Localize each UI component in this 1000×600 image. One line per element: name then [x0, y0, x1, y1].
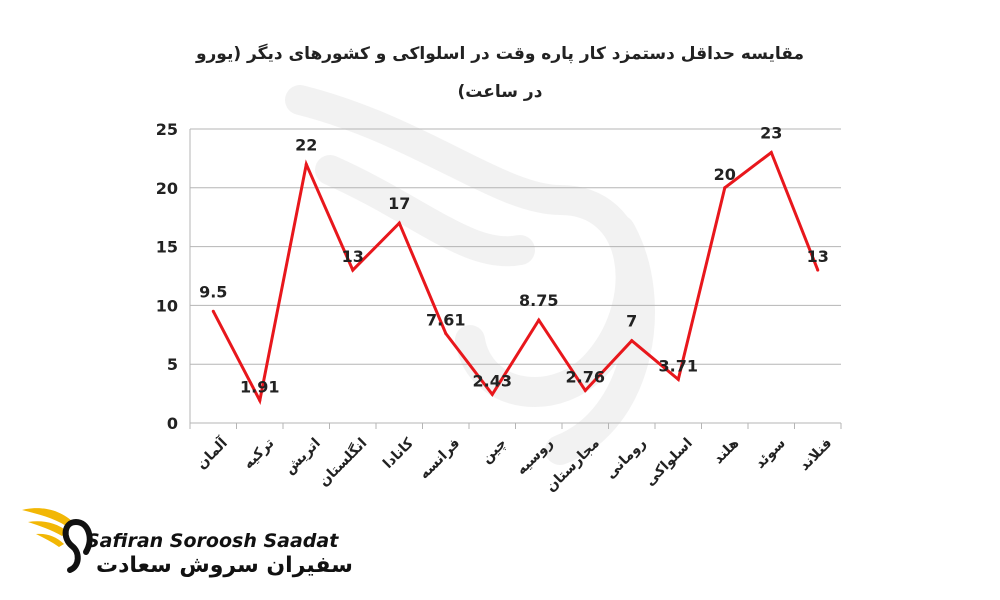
data-point [723, 186, 727, 190]
data-point [211, 309, 215, 313]
x-tick-label: اتریش [282, 435, 324, 477]
x-tick-label: انگلستان [315, 435, 370, 490]
data-label: 13 [807, 247, 829, 266]
brand-name-english: Safiran Soroosh Saadat [86, 530, 339, 552]
data-label: 23 [760, 124, 782, 143]
x-tick-label: فنلاند [797, 435, 836, 474]
data-point [258, 399, 262, 403]
chart-title-line2: در ساعت) [457, 82, 543, 102]
x-tick-label: اسلواکی [642, 435, 696, 489]
series-line [211, 150, 820, 405]
brand-name-persian: سفیران سروش سعادت [96, 553, 353, 578]
data-point [351, 268, 355, 272]
y-tick-label: 15 [156, 238, 178, 257]
y-tick-label: 25 [156, 120, 178, 139]
data-point [676, 377, 680, 381]
data-label: 9.5 [199, 282, 227, 301]
y-tick-label: 20 [156, 179, 178, 198]
data-point [583, 389, 587, 393]
y-tick-label: 10 [156, 296, 178, 315]
x-tick-label: آلمان [192, 433, 231, 472]
data-label: 2.76 [566, 368, 605, 387]
x-tick-label: چین [478, 435, 509, 466]
data-point [397, 221, 401, 225]
data-label: 3.71 [659, 356, 698, 375]
y-tick-label: 0 [167, 414, 178, 433]
data-point [537, 318, 541, 322]
data-label: 1.91 [240, 378, 279, 397]
data-point [769, 151, 773, 155]
data-label: 2.43 [473, 371, 512, 390]
data-point [304, 162, 308, 166]
data-label: 20 [714, 165, 736, 184]
x-tick-label: فرانسه [416, 435, 463, 482]
data-point [444, 332, 448, 336]
data-point [816, 268, 820, 272]
data-point [630, 339, 634, 343]
x-tick-label: سوئد [752, 435, 789, 472]
data-label: 13 [342, 247, 364, 266]
data-label: 22 [295, 135, 317, 154]
x-tick-label: ترکیه [240, 435, 277, 472]
x-tick-label: هلند [710, 435, 742, 467]
data-point [490, 392, 494, 396]
watermark-swan-icon [285, 85, 655, 465]
data-label: 7.61 [426, 311, 465, 330]
data-label: 7 [626, 312, 637, 331]
x-tick-label: کانادا [380, 435, 417, 472]
x-tick-label: رومانی [603, 435, 650, 482]
data-label: 17 [388, 194, 410, 213]
data-label: 8.75 [519, 291, 558, 310]
swan-logo-icon [22, 508, 93, 573]
y-tick-label: 5 [167, 355, 178, 374]
chart-title: مقایسه حداقل دستمزد کار پاره وقت در اسلو… [195, 44, 805, 64]
